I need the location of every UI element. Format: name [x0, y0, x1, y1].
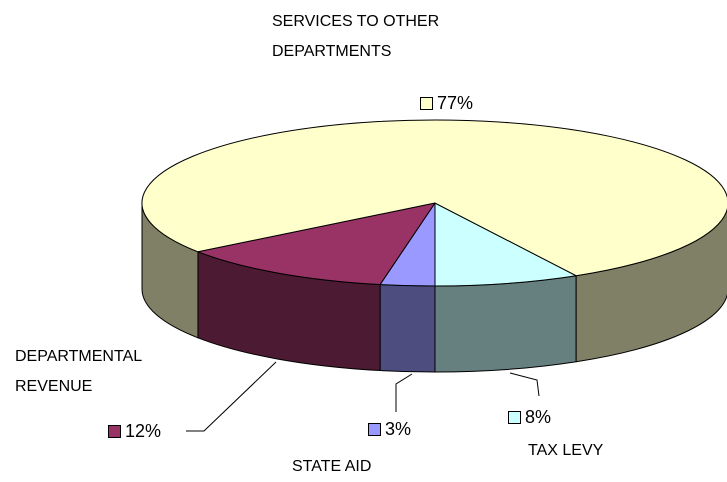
value-label: 12%: [125, 420, 162, 441]
value-label-group: 12%: [108, 419, 161, 443]
leader-lines: [186, 361, 540, 432]
legend-key: [508, 410, 521, 424]
value-label: 3%: [385, 418, 412, 439]
value-label-group: 3%: [368, 417, 411, 441]
pie-side: [434, 275, 577, 373]
category-label: TAX LEVY: [528, 442, 604, 459]
pie-slice: [434, 202, 578, 287]
leader-line: [395, 373, 413, 412]
category-label: SERVICES TO OTHER DEPARTMENTS: [272, 13, 440, 60]
value-label-group: 8%: [508, 405, 551, 429]
legend-key: [108, 424, 121, 438]
pie-slice: [196, 202, 437, 286]
value-label: 77%: [437, 92, 474, 113]
pie-side: [379, 284, 436, 373]
pie-slice: [141, 119, 727, 277]
legend-key: [368, 422, 381, 436]
value-label-group: 77%: [420, 91, 473, 115]
category-label: DEPARTMENTAL REVENUE: [15, 348, 142, 395]
pie-tops: [141, 119, 727, 287]
category-label: STATE AID: [292, 458, 372, 475]
legend-key: [420, 96, 433, 110]
leader-line: [509, 372, 540, 397]
leader-line: [186, 361, 277, 432]
value-label: 8%: [525, 406, 552, 427]
